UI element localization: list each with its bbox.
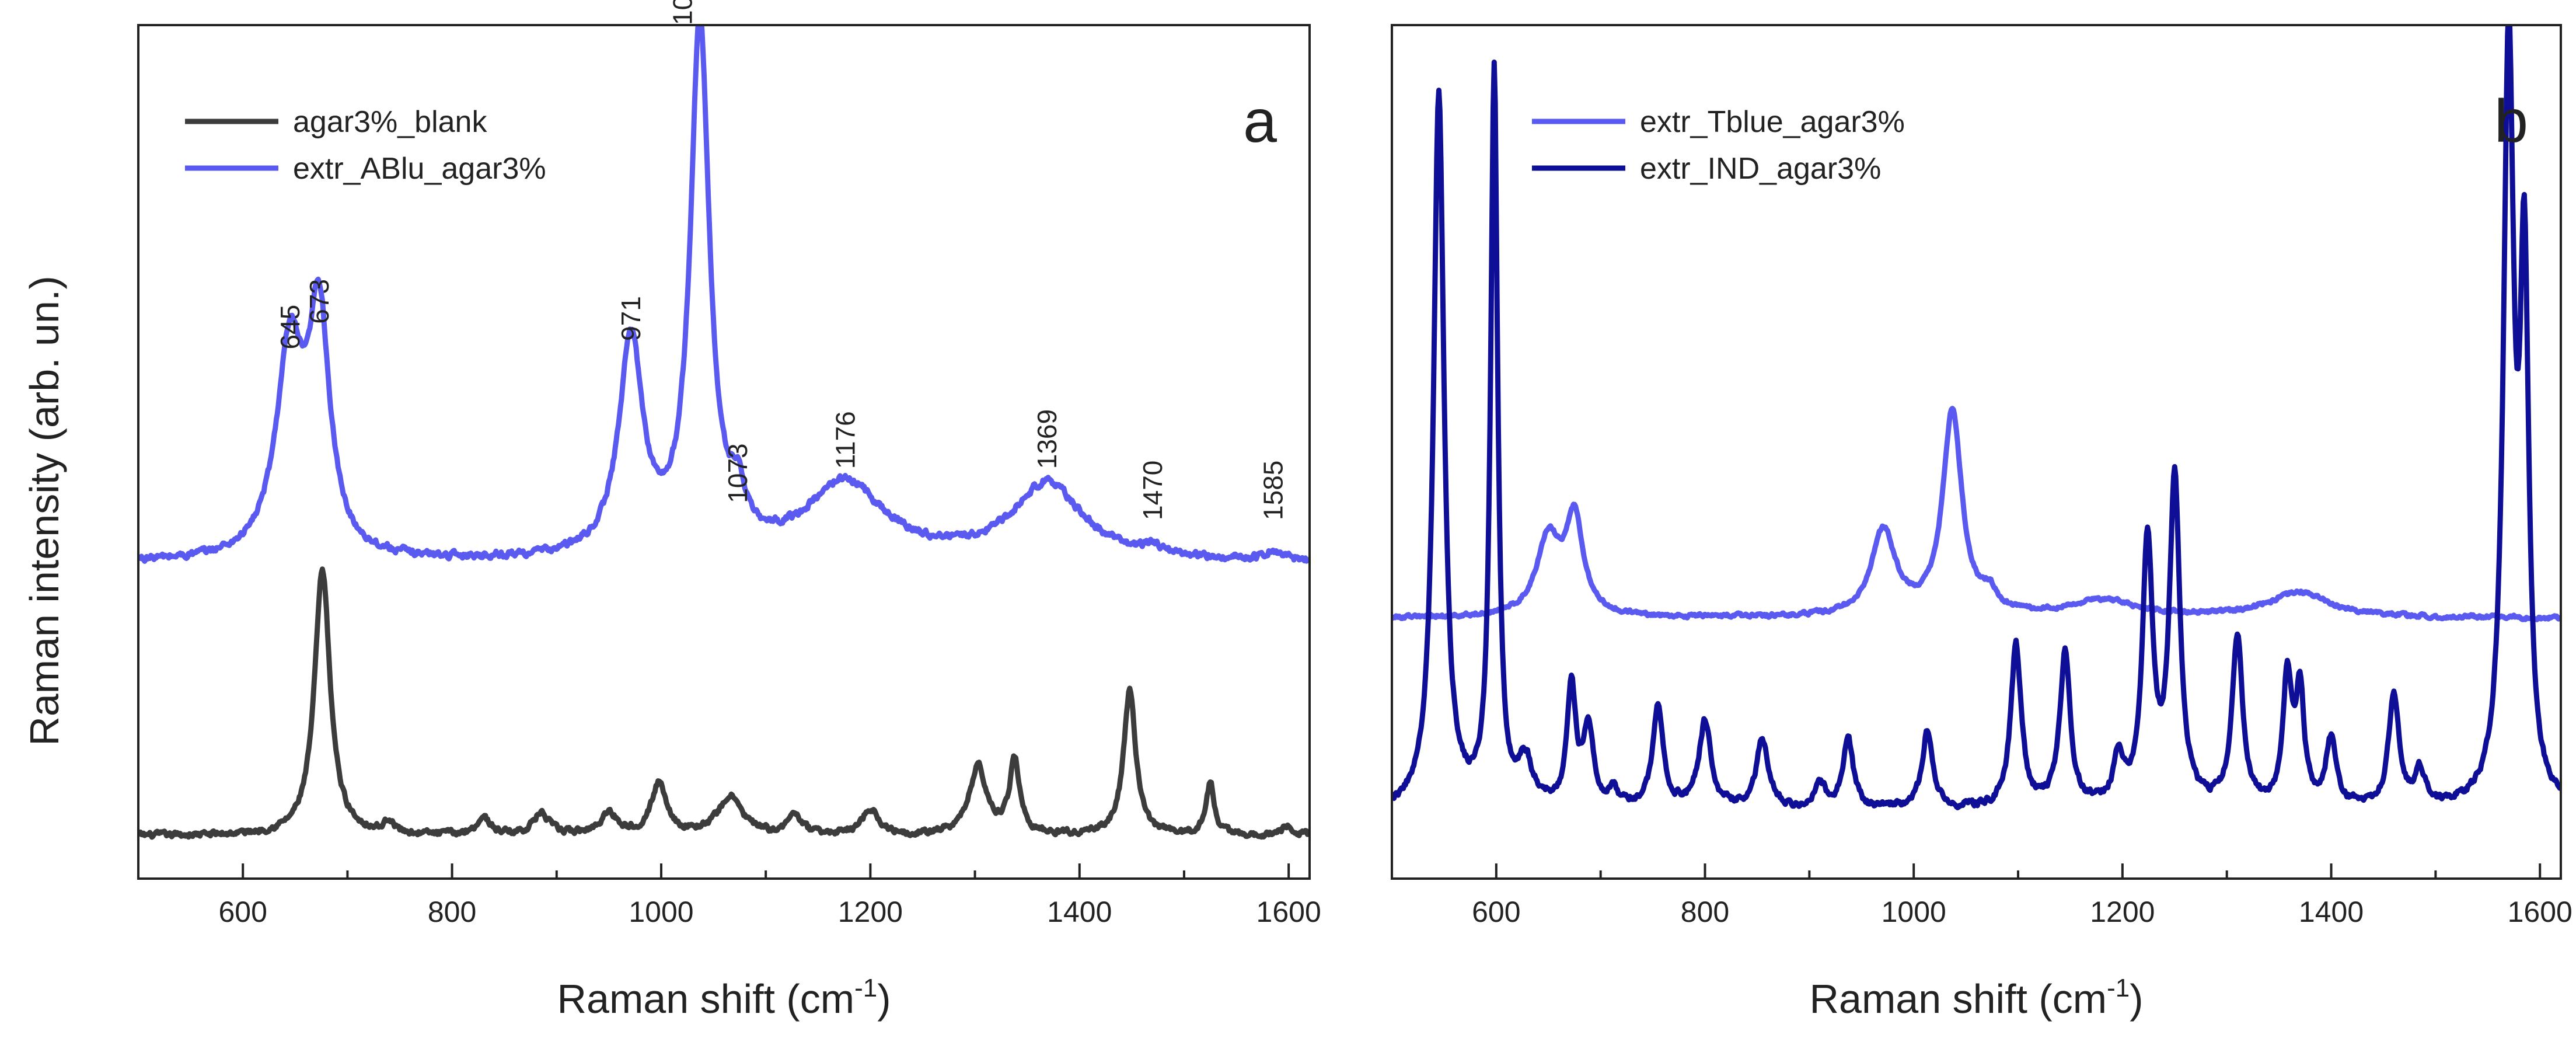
panel-b: 600 800 1000 1200 1400 1600 Raman shift (cm-1)… <box>1391 24 2572 1022</box>
peak-label: 1585 <box>1258 461 1288 520</box>
x-tick-label: 1600 <box>1256 896 1321 928</box>
x-tick-label: 600 <box>1472 896 1520 928</box>
plot-frame <box>137 24 1311 880</box>
series-line-1 <box>1392 406 2561 622</box>
x-tick-label: 800 <box>1681 896 1729 928</box>
x-tick-label: 1200 <box>838 896 903 928</box>
x-tick-label: 1200 <box>2090 896 2155 928</box>
peak-label: 1073 <box>722 443 753 503</box>
legend-label: extr_ABlu_agar3% <box>293 152 546 186</box>
peak-label: 673 <box>304 279 334 324</box>
x-axis-title: Raman shift (cm-1) <box>557 974 891 1022</box>
x-tick-label: 600 <box>218 896 267 928</box>
legend-label: agar3%_blank <box>293 105 487 139</box>
x-tick-label: 800 <box>428 896 476 928</box>
panel-letter: b <box>2494 88 2528 155</box>
plot-frame <box>1391 24 2562 880</box>
x-tick-label: 1600 <box>2508 896 2572 928</box>
x-tick-label: 1400 <box>1047 896 1112 928</box>
y-axis-title: Raman intensity (arb. un.) <box>22 276 67 746</box>
peak-label: 645 <box>275 305 305 350</box>
series-line-1 <box>138 566 1310 840</box>
x-tick-label: 1000 <box>1882 896 1946 928</box>
legend-label: extr_IND_agar3% <box>1640 152 1881 186</box>
peak-label: 1369 <box>1032 409 1062 469</box>
panel-a: 600 800 1000 1200 1400 1600 Raman shift (cm-1)… <box>137 0 1321 1022</box>
peak-label: 971 <box>616 296 646 341</box>
x-tick-label: 1000 <box>629 896 693 928</box>
x-tick-label: 1400 <box>2299 896 2364 928</box>
panel-letter: a <box>1243 88 1277 155</box>
series-line-2 <box>138 25 1310 564</box>
x-axis-title: Raman shift (cm-1) <box>1810 974 2144 1022</box>
series-line-2 <box>1392 25 2561 810</box>
legend-label: extr_Tblue_agar3% <box>1640 105 1905 139</box>
peak-label: 1470 <box>1137 461 1168 520</box>
peak-label: 1037 <box>667 0 697 25</box>
peak-label: 1176 <box>830 411 860 469</box>
